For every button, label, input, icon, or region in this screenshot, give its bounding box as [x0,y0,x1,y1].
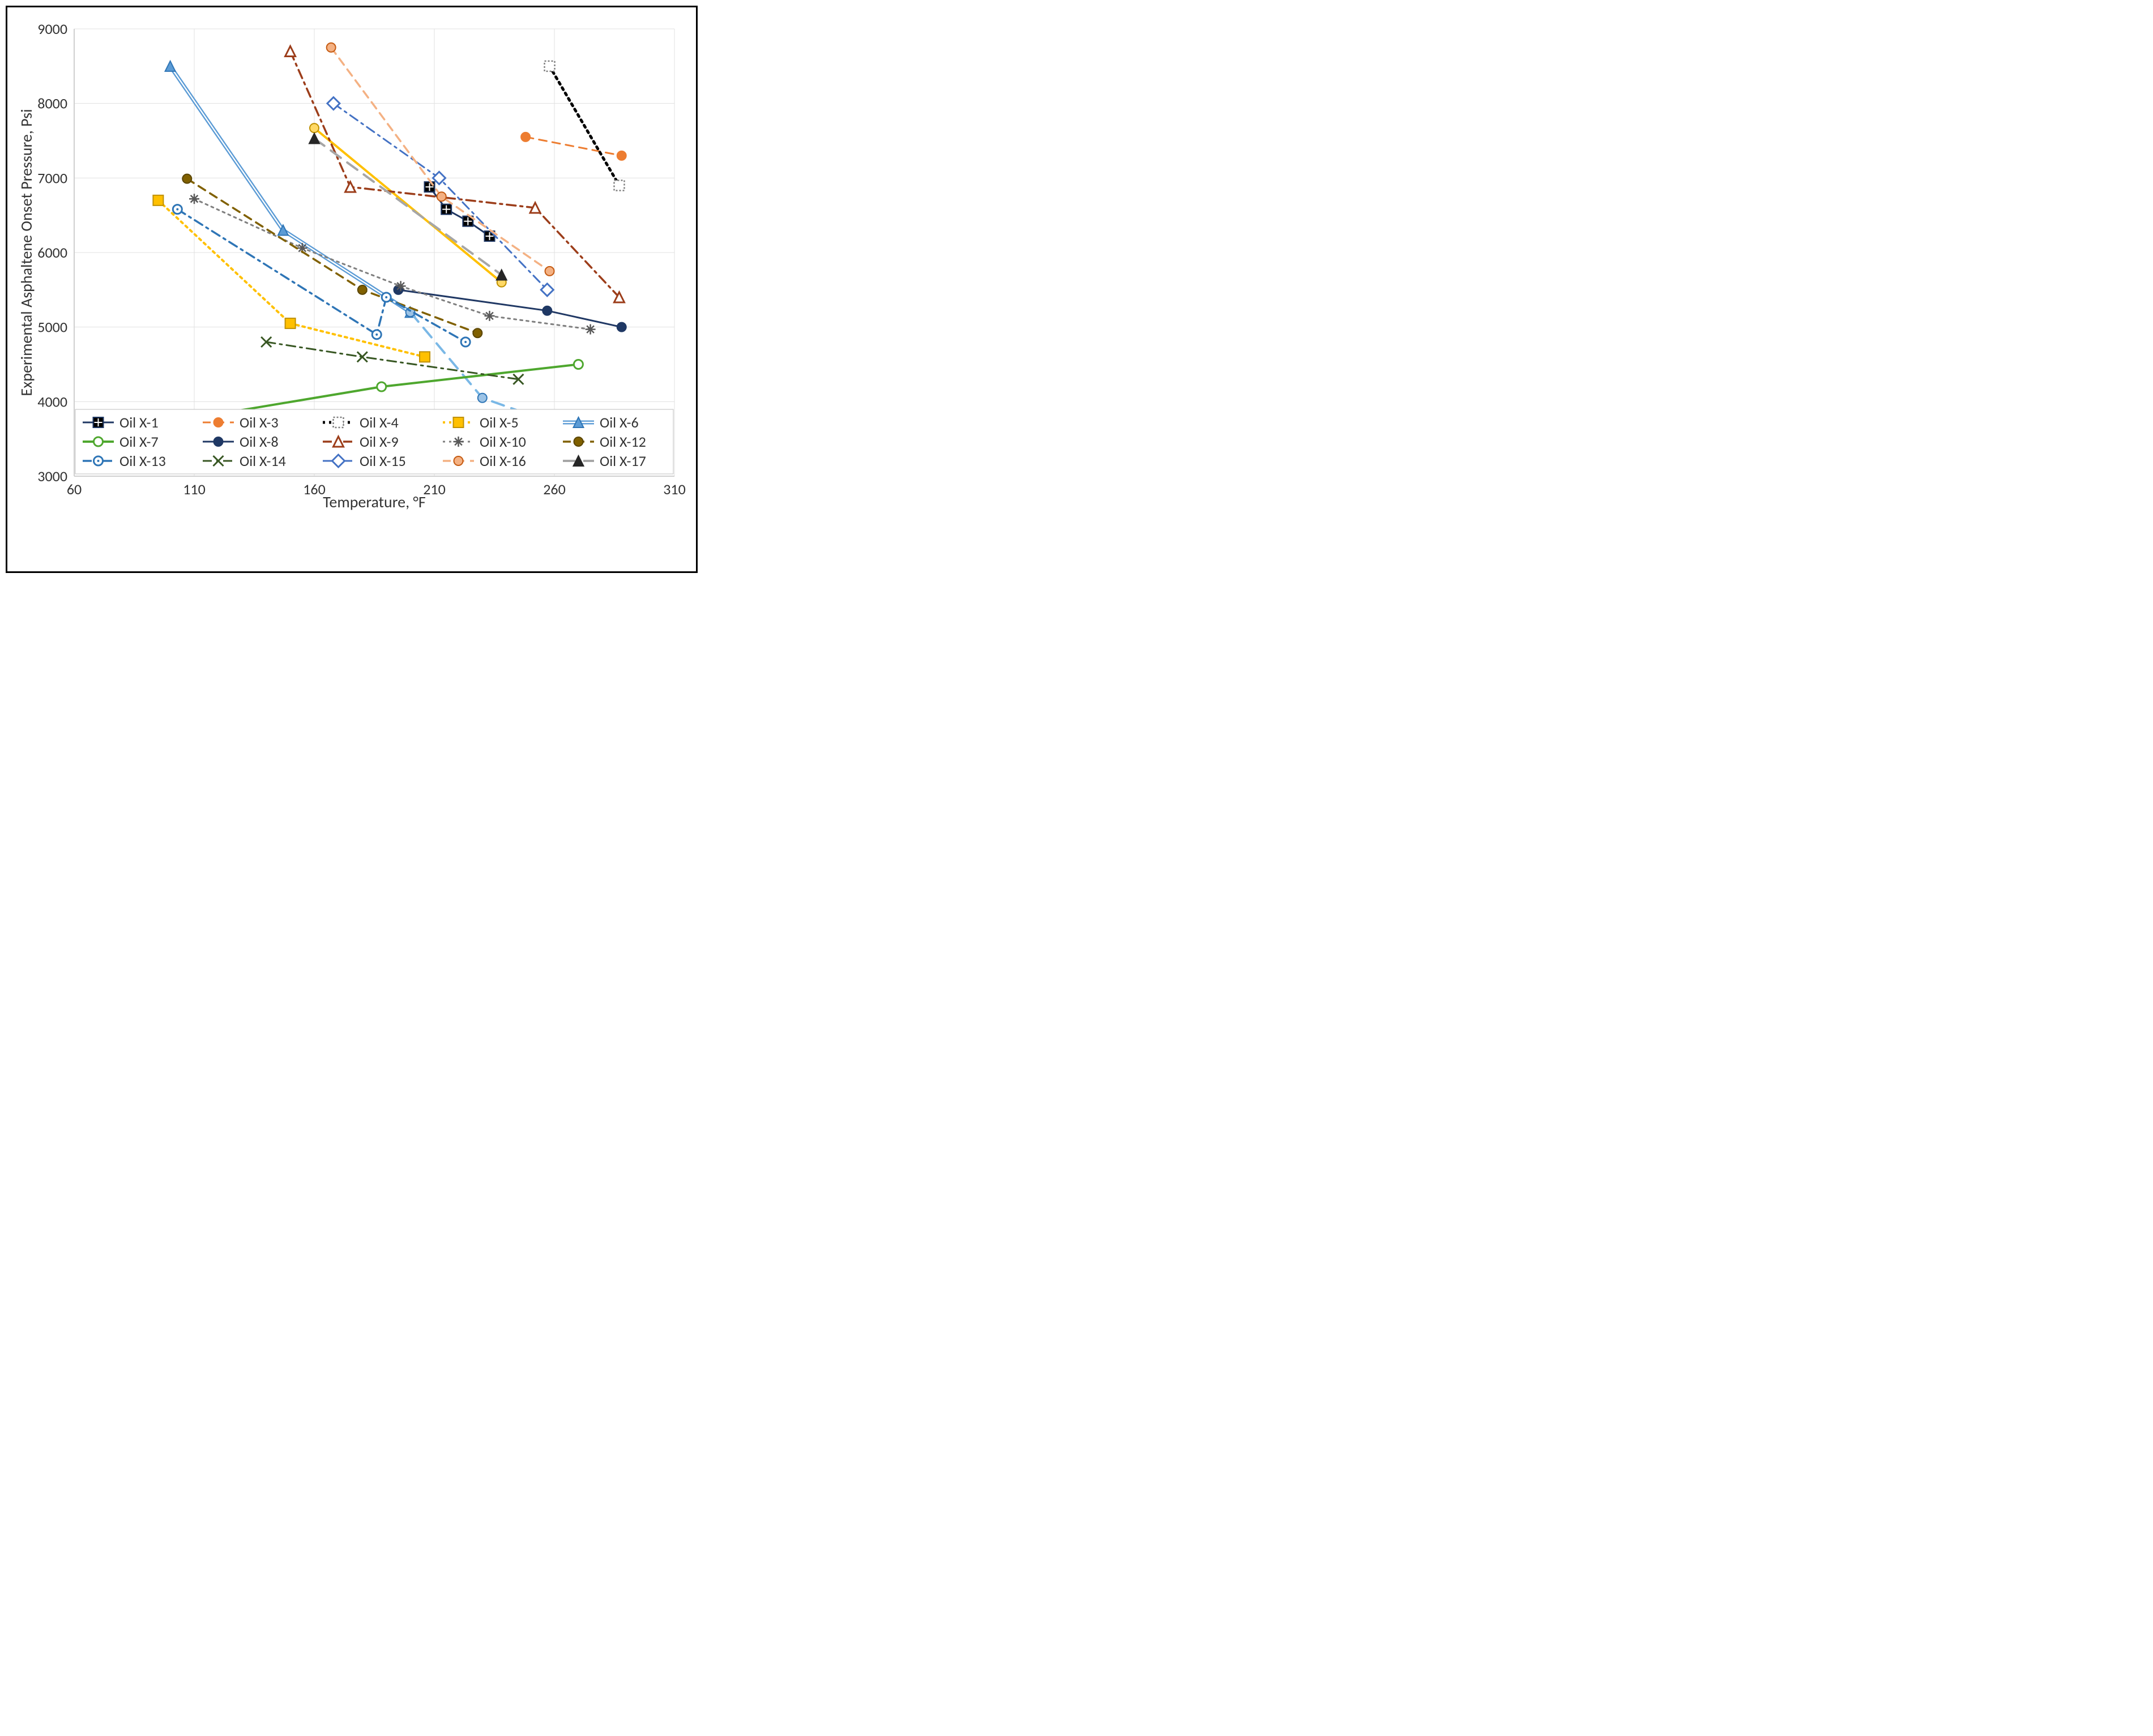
legend-label: Oil X-3 [240,413,279,431]
y-tick-label: 5000 [37,318,67,336]
legend-label: Oil X-16 [480,452,526,470]
y-tick-label: 8000 [37,95,67,113]
chart-frame: 60 110 160 210 260 310 3000 4000 5000 6000 7000 800… [6,6,698,573]
x-tick-label: 110 [183,480,206,498]
x-axis-label: Temperature, °F [323,492,426,512]
legend-label: Oil X-17 [600,452,646,470]
y-tick-label: 6000 [37,243,67,262]
legend-label: Oil X-10 [480,433,526,451]
legend-label: Oil X-9 [360,433,399,451]
y-tick-label: 3000 [37,467,67,485]
y-tick-label: 9000 [37,20,67,38]
y-tick-label: 7000 [37,169,67,187]
legend-label: Oil X-12 [600,433,646,451]
x-tick-label: 260 [543,480,566,498]
x-tick-label: 310 [663,480,686,498]
legend-label: Oil X-5 [480,413,519,431]
legend-label: Oil X-8 [240,433,279,451]
y-axis-label: Experimental Asphaltene Onset Pressure, … [16,109,36,396]
legend-label: Oil X-7 [119,433,159,451]
legend-label: Oil X-6 [600,413,639,431]
x-tick-label: 210 [423,480,446,498]
asphaltene-onset-chart: 60 110 160 210 260 310 3000 4000 5000 6000 7000 800… [12,12,691,567]
legend-label: Oil X-1 [119,413,159,431]
x-tick-label: 60 [67,480,82,498]
legend-label: Oil X-14 [240,452,286,470]
legend-label: Oil X-4 [360,413,399,431]
y-tick-label: 4000 [37,392,67,411]
legend-label: Oil X-15 [360,452,406,470]
legend-label: Oil X-13 [119,452,166,470]
x-tick-label: 160 [303,480,326,498]
